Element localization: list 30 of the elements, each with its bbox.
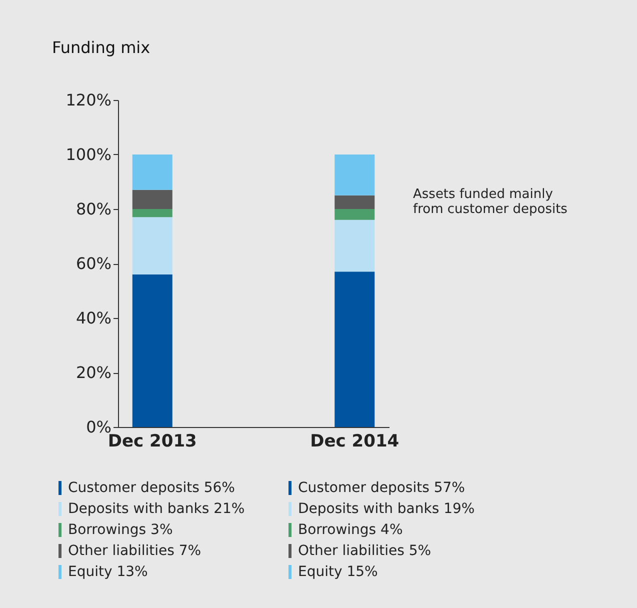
bar [132, 217, 172, 274]
bar [334, 209, 375, 220]
bar [334, 220, 375, 272]
text: Customer deposits 56% [68, 480, 235, 496]
y-tick-label: 60% [76, 254, 112, 273]
y-tick-label: 20% [76, 363, 112, 382]
bar [334, 195, 375, 209]
y-tick-label: 80% [76, 200, 112, 218]
bar [334, 154, 375, 196]
y-tick-label: 100% [66, 145, 112, 164]
text: Borrowings 4% [298, 522, 403, 538]
text: Borrowings 3% [68, 522, 173, 538]
text: Equity 15% [298, 564, 378, 580]
bar [132, 274, 172, 427]
bar [132, 209, 172, 218]
text: Other liabilities 5% [298, 543, 432, 559]
bar [334, 272, 375, 427]
x-tick-label: Dec 2014 [310, 432, 400, 452]
y-tick-label: 120% [66, 90, 112, 110]
bar [132, 154, 172, 190]
text: Assets funded mainly from customer deposits [413, 187, 568, 217]
bar [132, 190, 172, 209]
text: Customer deposits 57% [298, 480, 465, 496]
y-tick-label: 40% [76, 308, 112, 328]
text: Deposits with banks 19% [298, 501, 475, 517]
chart-title: Funding mix [52, 38, 150, 57]
text: Equity 13% [68, 564, 148, 580]
text: Deposits with banks 21% [68, 501, 245, 517]
x-tick-label: Dec 2013 [108, 432, 197, 452]
text: Other liabilities 7% [68, 543, 202, 559]
